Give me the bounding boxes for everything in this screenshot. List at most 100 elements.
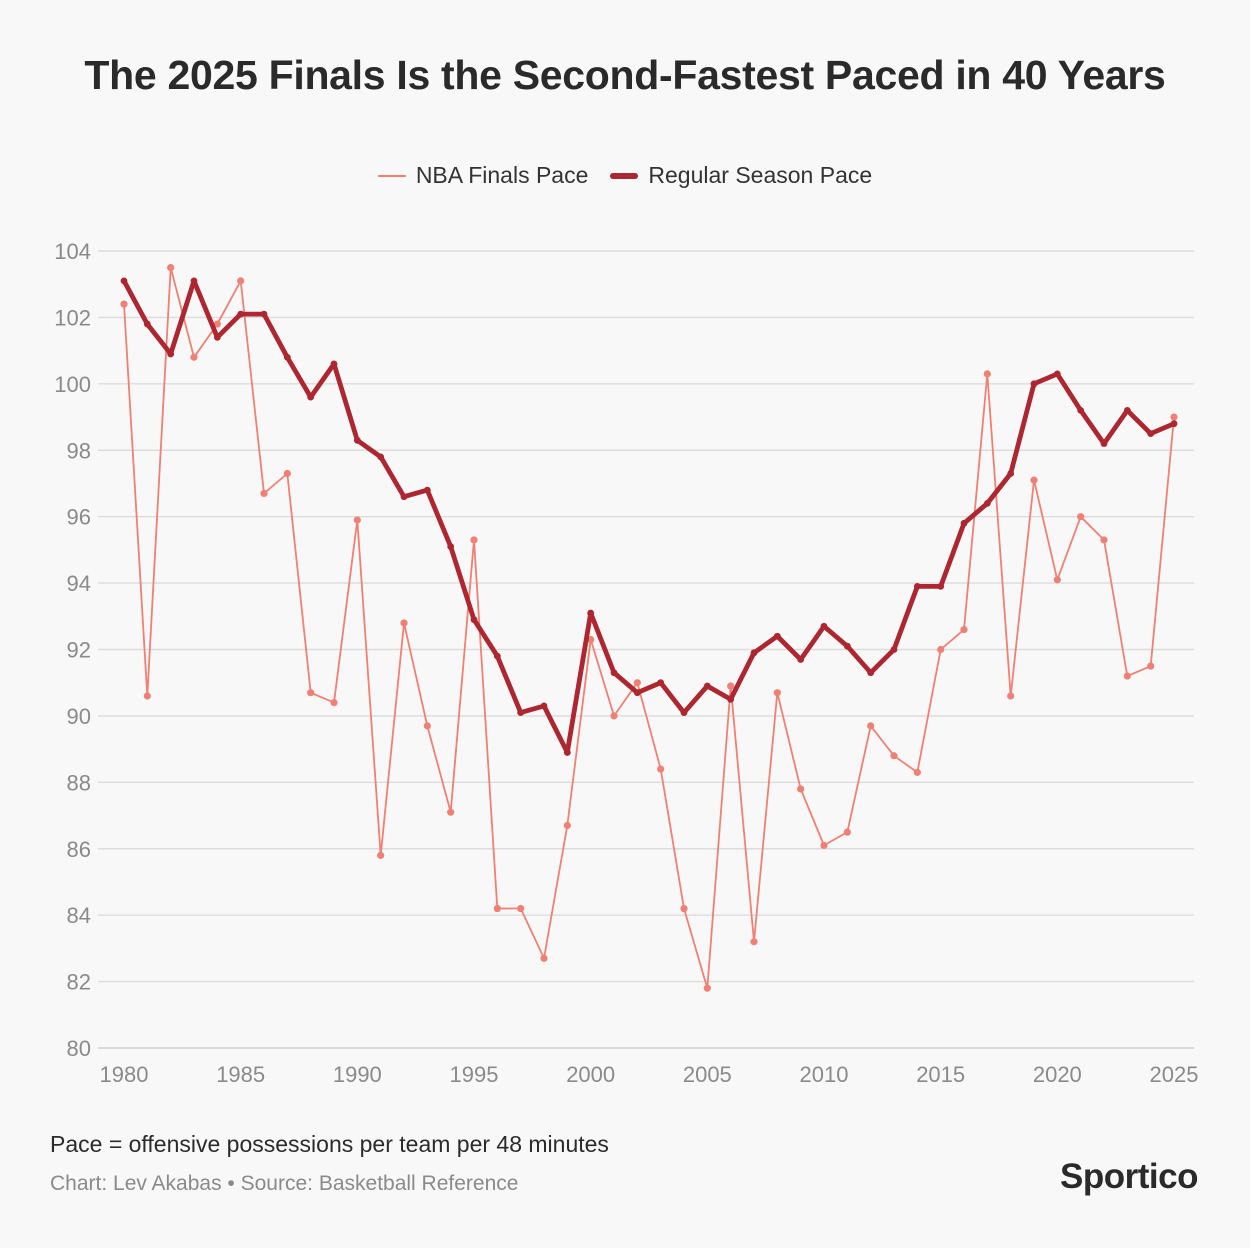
data-point-finals: [517, 904, 525, 913]
data-point-finals: [843, 828, 851, 836]
series-line-finals: [123, 266, 1175, 990]
data-point-finals: [563, 821, 571, 830]
data-point-regular: [867, 669, 875, 677]
source-credit: Chart: Lev Akabas • Source: Basketball R…: [50, 1172, 519, 1195]
data-point-finals: [913, 768, 921, 776]
x-tick-label: 2000: [566, 1062, 615, 1087]
data-point-regular: [727, 695, 735, 703]
data-point-regular: [260, 310, 268, 318]
legend-swatch-regular: [610, 172, 639, 179]
data-point-regular: [1077, 407, 1085, 414]
data-point-finals: [353, 516, 361, 524]
data-point-finals: [120, 300, 128, 308]
data-point-regular: [213, 333, 221, 341]
y-tick-label: 94: [67, 571, 91, 596]
data-point-finals: [213, 320, 221, 328]
data-point-regular: [493, 652, 501, 660]
data-point-regular: [750, 649, 758, 657]
data-point-finals: [610, 712, 618, 720]
data-point-regular: [237, 310, 245, 318]
y-tick-label: 92: [67, 638, 91, 663]
data-point-regular: [1100, 440, 1108, 448]
data-point-finals: [750, 938, 758, 946]
data-point-finals: [447, 808, 455, 816]
data-point-finals: [167, 264, 175, 272]
data-point-finals: [400, 619, 408, 627]
data-point-regular: [143, 320, 151, 328]
data-point-finals: [307, 689, 315, 697]
data-point-finals: [143, 692, 151, 700]
data-point-finals: [423, 722, 431, 730]
data-point-regular: [330, 360, 338, 368]
data-point-regular: [680, 709, 688, 716]
data-point-regular: [657, 679, 665, 687]
data-point-regular: [820, 622, 828, 630]
data-point-finals: [1007, 692, 1015, 700]
data-point-finals: [190, 353, 198, 361]
y-tick-label: 98: [67, 438, 91, 463]
data-point-regular: [190, 277, 198, 285]
x-tick-label: 1990: [333, 1062, 382, 1087]
data-point-regular: [563, 749, 571, 756]
x-tick-label: 1985: [216, 1062, 265, 1087]
data-point-finals: [283, 469, 291, 478]
y-tick-label: 100: [54, 372, 91, 397]
data-point-finals: [1170, 413, 1178, 421]
data-point-regular: [773, 632, 781, 640]
data-point-finals: [703, 984, 711, 992]
data-point-regular: [797, 656, 805, 663]
data-point-regular: [843, 642, 851, 650]
data-point-regular: [540, 702, 548, 710]
footnote: Pace = offensive possessions per team pe…: [50, 1131, 609, 1157]
data-point-regular: [517, 709, 525, 716]
data-point-regular: [587, 609, 595, 617]
data-point-regular: [633, 689, 641, 697]
data-point-regular: [1030, 380, 1038, 388]
data-point-finals: [633, 679, 641, 687]
data-point-finals: [1077, 513, 1085, 521]
legend-label-regular: Regular Season Pace: [648, 162, 873, 188]
data-point-regular: [1123, 407, 1131, 414]
series-line-regular: [121, 278, 1177, 755]
data-point-regular: [120, 277, 128, 285]
data-point-regular: [377, 453, 385, 461]
data-point-finals: [1100, 536, 1108, 544]
x-tick-label: 1995: [450, 1062, 499, 1087]
chart-legend: NBA Finals Pace Regular Season Pace: [0, 162, 1250, 189]
legend-label-finals: NBA Finals Pace: [415, 162, 589, 188]
y-tick-label: 86: [67, 837, 91, 862]
data-point-finals: [1053, 576, 1061, 584]
data-point-regular: [167, 350, 175, 358]
data-point-regular: [400, 493, 408, 501]
data-point-regular: [610, 669, 618, 677]
data-point-finals: [1123, 672, 1131, 680]
data-point-regular: [470, 616, 478, 624]
data-point-regular: [983, 499, 991, 507]
legend-item-regular: Regular Season Pace: [610, 162, 872, 189]
data-point-finals: [727, 682, 735, 690]
data-point-regular: [353, 436, 361, 444]
y-tick-label: 88: [67, 770, 91, 795]
data-point-finals: [657, 765, 665, 773]
data-point-finals: [493, 904, 501, 913]
data-point-finals: [540, 954, 548, 962]
x-tick-label: 2005: [683, 1062, 732, 1087]
y-tick-label: 90: [67, 704, 91, 729]
data-point-regular: [703, 682, 711, 690]
data-point-regular: [423, 486, 431, 494]
data-point-regular: [1170, 420, 1178, 428]
data-point-regular: [283, 353, 291, 361]
data-point-finals: [937, 645, 945, 654]
legend-item-finals: NBA Finals Pace: [377, 162, 589, 189]
data-point-finals: [820, 841, 828, 850]
data-point-finals: [330, 699, 338, 707]
y-tick-label: 96: [67, 505, 91, 530]
y-tick-label: 82: [67, 970, 91, 995]
data-point-finals: [680, 904, 688, 913]
legend-swatch-finals: [377, 174, 406, 177]
data-point-regular: [960, 519, 968, 527]
data-point-finals: [773, 689, 781, 697]
data-point-regular: [1147, 430, 1155, 438]
data-point-finals: [1030, 476, 1038, 484]
data-point-finals: [983, 370, 991, 378]
